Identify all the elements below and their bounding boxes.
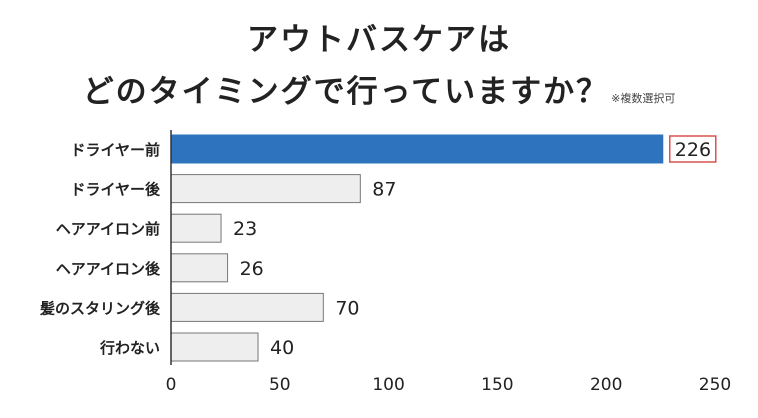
value-label-highlight-box [669, 135, 717, 163]
bar [170, 213, 222, 243]
bar [170, 174, 361, 204]
x-tick-label: 50 [269, 375, 291, 395]
x-tick-label: 100 [372, 375, 404, 395]
bar [170, 253, 229, 283]
value-label: 23 [233, 218, 257, 240]
category-label: 行わない [99, 339, 160, 357]
value-label: 70 [335, 297, 359, 319]
category-label: ドライヤー後 [70, 181, 161, 199]
value-label: 87 [372, 179, 396, 201]
bar [170, 332, 259, 362]
x-tick-label: 250 [699, 375, 731, 395]
chart-title-line2: どのタイミングで行っていますか？ ※複数選択可 [0, 77, 758, 108]
x-tick-label: 200 [590, 375, 622, 395]
value-label: 226 [675, 139, 711, 161]
category-label: 髪のスタリング後 [39, 299, 161, 317]
chart-title-line2-text: どのタイミングで行っていますか？ [82, 74, 610, 110]
value-label: 26 [240, 258, 264, 280]
multiple-choice-note: ※複数選択可 [611, 92, 676, 105]
bar [170, 292, 324, 322]
x-tick-label: 150 [481, 375, 513, 395]
bar [170, 134, 664, 164]
category-label: ドライヤー前 [70, 141, 160, 159]
value-label: 40 [270, 337, 294, 359]
category-label: ヘアアイロン前 [56, 220, 160, 238]
category-label: ヘアアイロン後 [56, 260, 161, 278]
x-tick-label: 0 [166, 375, 177, 395]
chart-title-line1: アウトバスケアは [247, 22, 511, 58]
